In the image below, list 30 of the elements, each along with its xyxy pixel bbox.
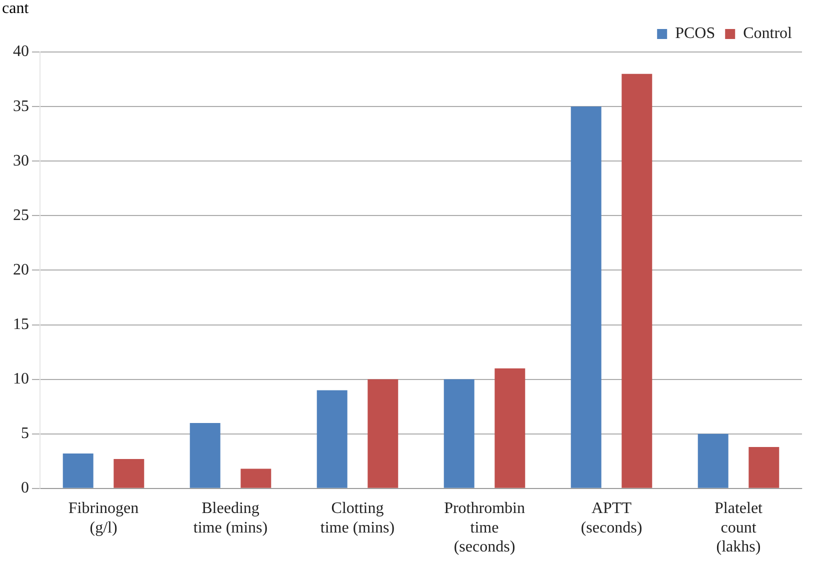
y-tick-label: 40 <box>13 43 29 60</box>
legend-label: PCOS <box>675 25 716 42</box>
y-tick-label: 30 <box>13 152 29 170</box>
y-tick-label: 15 <box>13 316 29 333</box>
legend-label: Control <box>743 25 793 42</box>
x-tick-label: APTT (seconds) <box>580 500 642 536</box>
y-tick-label: 25 <box>13 206 29 224</box>
bar <box>570 106 602 488</box>
bar <box>190 422 220 488</box>
x-tick-label: Fibrinogen (g/l) <box>68 500 139 536</box>
x-tick-label: Platelet count (lakhs) <box>714 500 764 556</box>
bar <box>494 368 526 488</box>
x-tick-label: Prothrombin time (seconds) <box>444 500 525 556</box>
y-tick-label: 0 <box>21 480 29 497</box>
bar <box>316 390 348 488</box>
y-tick-label: 10 <box>13 370 29 388</box>
x-tick-label: Bleeding time (mins) <box>193 500 268 536</box>
bar <box>114 458 144 488</box>
bar <box>240 468 272 488</box>
y-tick-label: 20 <box>13 261 29 278</box>
bar <box>444 379 474 488</box>
bar <box>622 74 652 488</box>
bar <box>748 446 780 488</box>
y-tick-label: 35 <box>13 98 29 115</box>
text: cant <box>2 0 29 18</box>
bar <box>62 453 94 488</box>
y-tick-label: 5 <box>21 425 29 442</box>
x-tick-label: Clotting time (mins) <box>320 500 395 536</box>
bar <box>368 379 398 488</box>
bar <box>698 434 728 488</box>
